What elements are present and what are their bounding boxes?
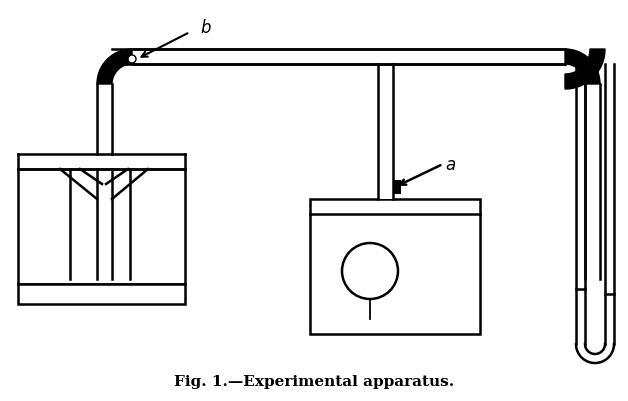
Bar (112, 50, 565, 65)
Bar (585, 85, 600, 279)
Bar (97, 85, 112, 155)
Bar (310, 200, 480, 334)
Bar (18, 284, 185, 304)
Bar (18, 170, 185, 284)
Text: b: b (200, 19, 210, 37)
Text: Fig. 1.—Experimental apparatus.: Fig. 1.—Experimental apparatus. (174, 374, 454, 388)
Bar (378, 65, 393, 200)
Circle shape (342, 243, 398, 299)
Polygon shape (97, 50, 132, 85)
Polygon shape (565, 50, 605, 90)
Bar (393, 180, 401, 194)
Text: a: a (445, 156, 455, 174)
Polygon shape (565, 50, 600, 85)
Circle shape (128, 56, 136, 64)
